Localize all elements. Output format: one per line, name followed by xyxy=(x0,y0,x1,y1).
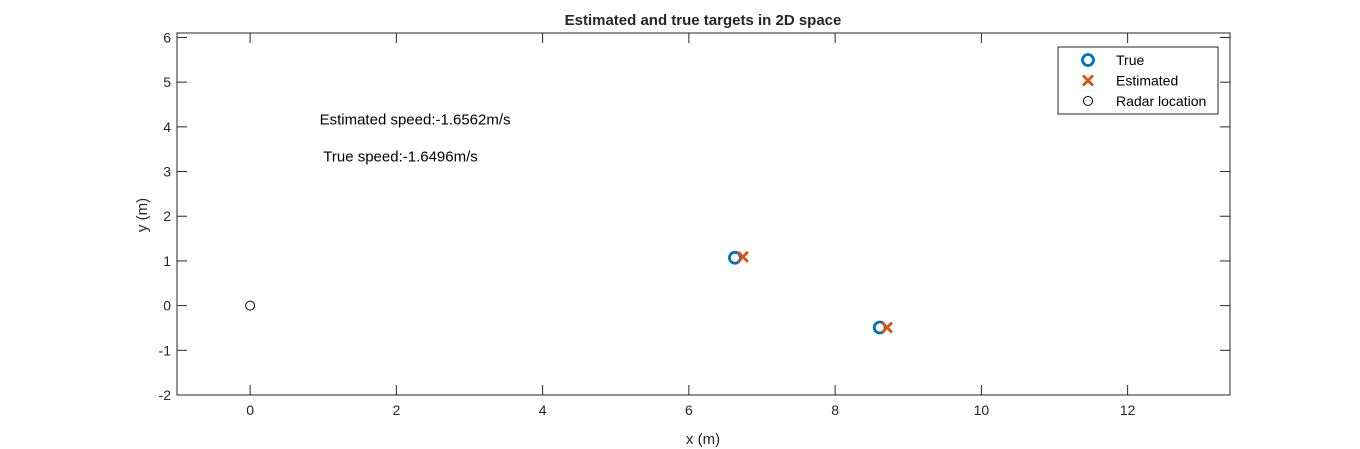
plot-area xyxy=(176,32,1231,396)
y-tick-label: 0 xyxy=(163,298,171,314)
data-markers xyxy=(245,250,894,335)
y-tick-label: 3 xyxy=(163,164,171,180)
data-point xyxy=(881,321,894,334)
speed-annotation: Estimated speed:-1.6562m/s xyxy=(320,112,511,129)
x-tick-label: 4 xyxy=(539,402,547,418)
annotations: Estimated speed:-1.6562m/s True speed:-1.… xyxy=(320,112,511,166)
y-tick-label: -1 xyxy=(159,342,172,358)
speed-annotation: True speed:-1.6496m/s xyxy=(323,149,478,166)
legend-entry-label: Radar location xyxy=(1116,93,1206,109)
y-tick-label: 1 xyxy=(163,253,171,269)
y-tick-label: 4 xyxy=(163,119,171,135)
legend-entry-label: Estimated xyxy=(1116,73,1178,89)
data-point xyxy=(736,250,749,263)
y-tick-label: 6 xyxy=(163,29,171,45)
legend-entry-label: True xyxy=(1116,52,1144,68)
x-tick-label: 0 xyxy=(246,402,254,418)
y-axis-label: y (m) xyxy=(134,198,151,232)
x-tick-label: 2 xyxy=(392,402,400,418)
x-tick-label: 10 xyxy=(974,402,990,418)
x-tick-label: 6 xyxy=(685,402,693,418)
chart-title: Estimated and true targets in 2D space xyxy=(565,12,842,29)
legend-marker xyxy=(1083,96,1093,106)
legend: True Estimated Radar location xyxy=(1057,46,1219,115)
legend-marker xyxy=(1081,53,1095,67)
axis-ticks xyxy=(177,33,1230,396)
x-tick-label: 12 xyxy=(1120,402,1136,418)
legend-marker xyxy=(1082,74,1094,87)
y-tick-label: 2 xyxy=(163,208,171,224)
x-axis-label: x (m) xyxy=(686,431,720,448)
data-point xyxy=(245,300,256,311)
legend-box xyxy=(1057,46,1219,115)
y-tick-label: 5 xyxy=(163,74,171,90)
y-tick-label: -2 xyxy=(159,387,172,403)
x-tick-label: 8 xyxy=(831,402,839,418)
